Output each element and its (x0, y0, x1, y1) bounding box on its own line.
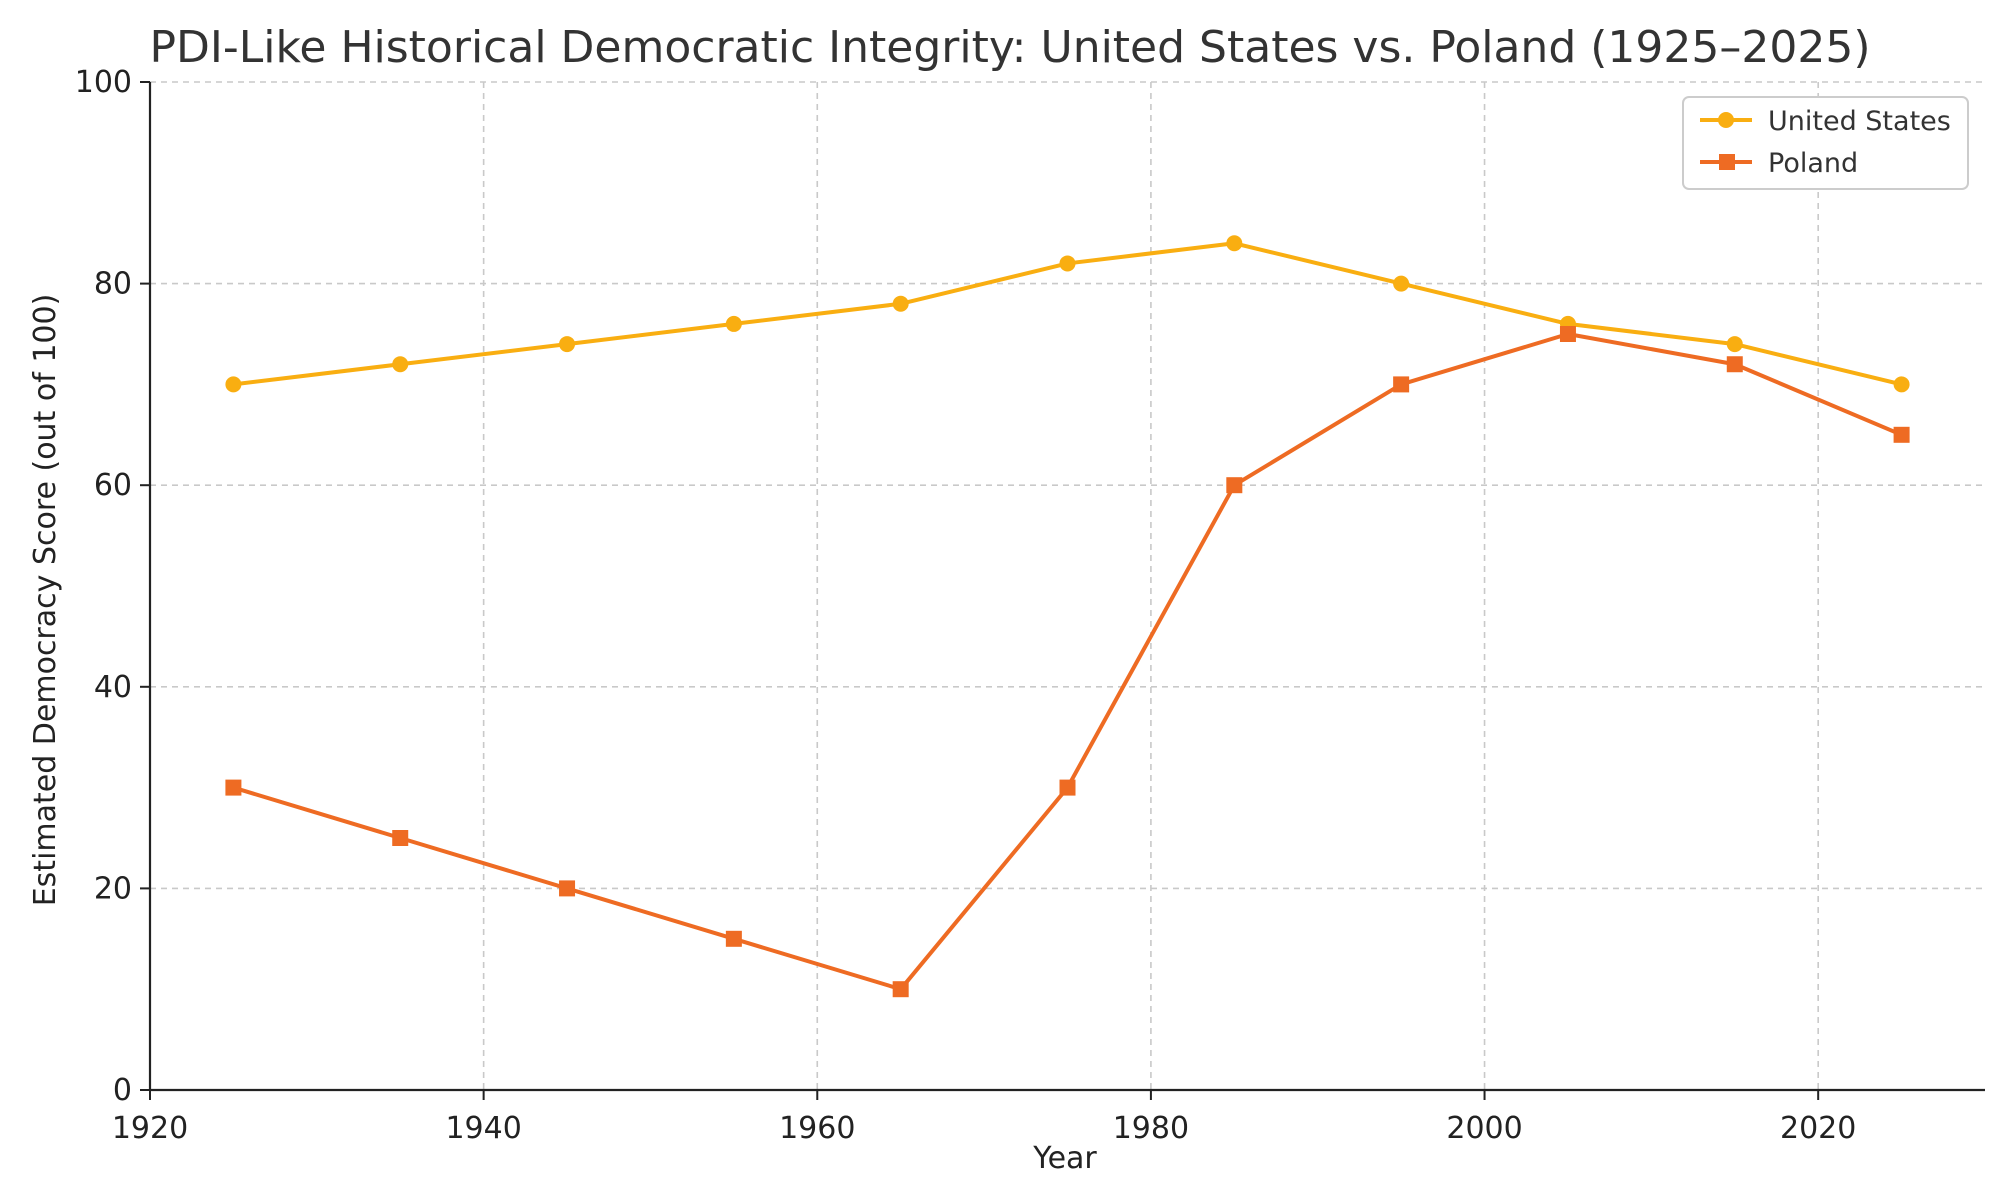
united-states-point (392, 356, 409, 373)
y-tick-label: 20 (94, 871, 132, 906)
x-tick-label: 2020 (1780, 1111, 1856, 1146)
poland-point (1059, 779, 1076, 796)
data-series (225, 235, 1910, 998)
united-states-point (559, 336, 576, 353)
united-states-legend-marker (1718, 112, 1734, 128)
y-axis-label: Estimated Democracy Score (out of 100) (28, 294, 63, 907)
poland-point (1393, 376, 1410, 393)
united-states-point (1393, 275, 1410, 292)
united-states-point (725, 315, 742, 332)
chart-title: PDI-Like Historical Democratic Integrity… (149, 22, 1870, 73)
united-states-point (225, 376, 242, 393)
poland-point (892, 981, 909, 998)
legend-box (1682, 96, 1969, 190)
poland-point (725, 930, 742, 947)
x-tick-label: 1940 (445, 1111, 521, 1146)
y-tick-label: 0 (113, 1073, 132, 1108)
poland-point (1893, 426, 1910, 443)
axes: 1920 1940 1960 1980 2000 2020 0 20 40 60 80 100 (75, 65, 1985, 1146)
y-tick-label: 40 (94, 670, 132, 705)
x-tick-label: 1960 (779, 1111, 855, 1146)
y-tick-label: 100 (75, 65, 132, 100)
united-states-point (892, 295, 909, 312)
x-axis-label: Year (1032, 1141, 1097, 1176)
united-states-point (1726, 336, 1743, 353)
x-tick-label: 2000 (1446, 1111, 1522, 1146)
poland-point (1226, 477, 1243, 494)
x-tick-label: 1980 (1113, 1111, 1189, 1146)
united-states-legend-label: United States (1768, 106, 1951, 137)
x-tick-label: 1920 (112, 1111, 188, 1146)
united-states-point (1226, 235, 1243, 252)
poland-point (392, 830, 409, 846)
grid-lines (149, 81, 1985, 1091)
poland-point (559, 880, 576, 897)
legend: United States Poland (1682, 96, 1969, 190)
poland-point (1559, 326, 1576, 342)
y-tick-label: 80 (94, 267, 132, 302)
poland-legend-label: Poland (1768, 148, 1858, 179)
poland-point (225, 779, 242, 796)
y-tick-label: 60 (94, 468, 132, 503)
united-states-point (1059, 255, 1076, 272)
united-states-point (1893, 376, 1910, 393)
poland-legend-marker (1719, 154, 1735, 170)
poland-point (1726, 356, 1743, 373)
